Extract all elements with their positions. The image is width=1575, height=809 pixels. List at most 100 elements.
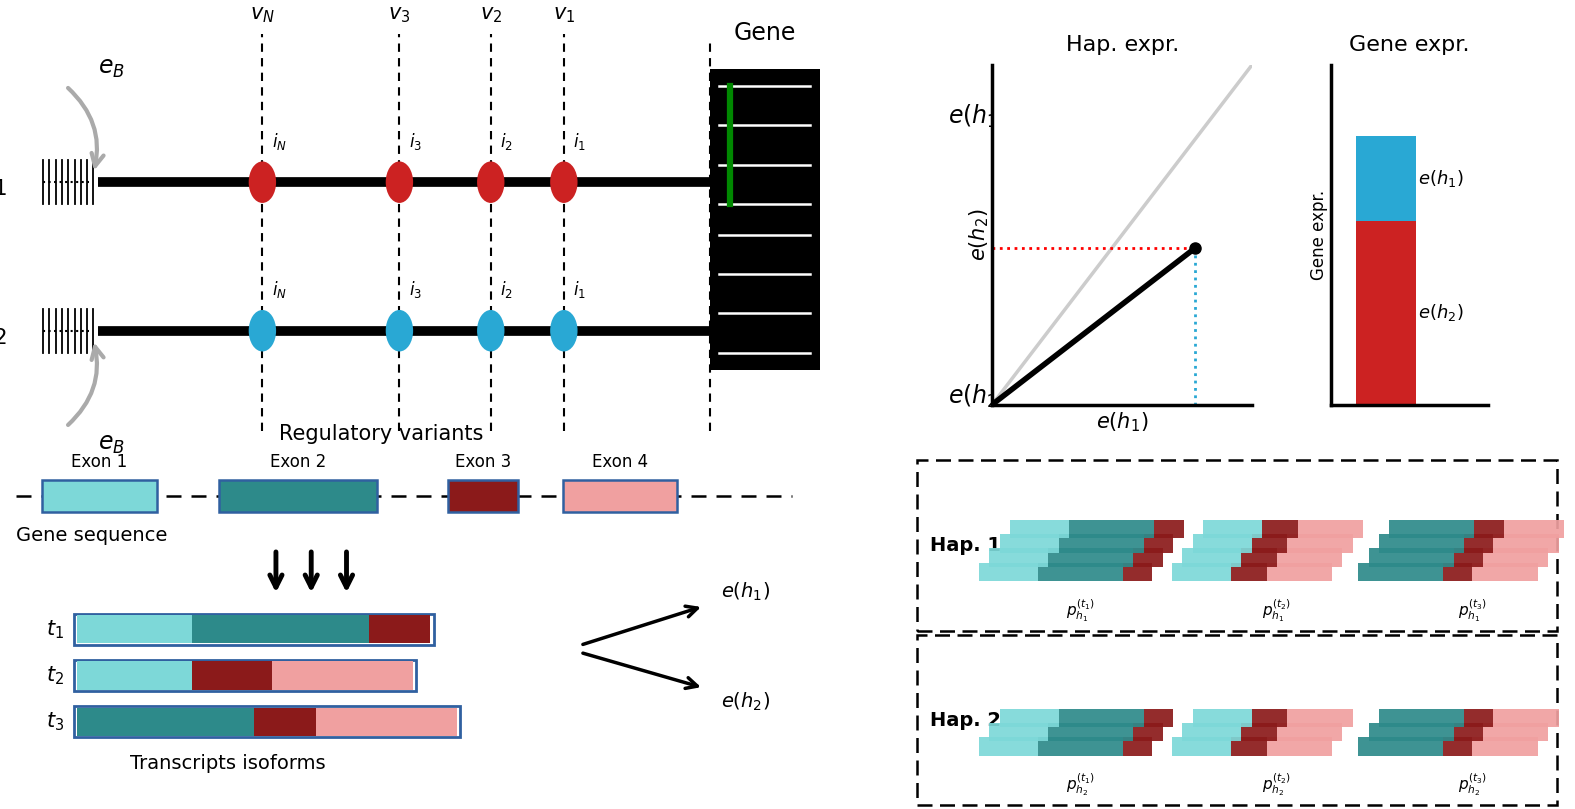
Y-axis label: Gene expr.: Gene expr. (1310, 189, 1328, 280)
Bar (1493, 709, 1559, 727)
Bar (1123, 737, 1153, 756)
Bar (1287, 534, 1353, 553)
Text: Exon 3: Exon 3 (455, 453, 512, 471)
Bar (1287, 709, 1353, 727)
Bar (1484, 723, 1548, 741)
Bar (1277, 723, 1342, 741)
Bar (192, 615, 369, 643)
Text: $p_{h_2}^{(t_2)}$: $p_{h_2}^{(t_2)}$ (1262, 772, 1292, 798)
Text: Exon 1: Exon 1 (71, 453, 128, 471)
Bar (192, 661, 271, 690)
Text: Exon 2: Exon 2 (269, 453, 326, 471)
Bar (1192, 534, 1252, 553)
Bar (315, 708, 457, 736)
Bar (1493, 534, 1559, 553)
Text: $p_{h_1}^{(t_2)}$: $p_{h_1}^{(t_2)}$ (1262, 597, 1292, 624)
Text: $i_3$: $i_3$ (408, 279, 422, 300)
Bar (1123, 563, 1153, 581)
Bar (1058, 534, 1143, 553)
Bar (1484, 549, 1548, 567)
Bar (1356, 221, 1416, 404)
Text: $i_N$: $i_N$ (271, 279, 287, 300)
Bar (77, 615, 192, 643)
Bar (1473, 737, 1537, 756)
Bar (1389, 520, 1474, 539)
Bar (77, 708, 254, 736)
Bar (219, 480, 378, 512)
Bar (1298, 520, 1364, 539)
Bar (1172, 737, 1230, 756)
Text: $v_N$: $v_N$ (250, 6, 276, 25)
Text: $i_1$: $i_1$ (573, 279, 586, 300)
Ellipse shape (249, 310, 276, 351)
Text: $h_2$: $h_2$ (0, 315, 6, 347)
Bar (1262, 520, 1298, 539)
Bar (1356, 136, 1416, 221)
Bar (1465, 709, 1493, 727)
Ellipse shape (249, 162, 276, 203)
Bar (1443, 563, 1473, 581)
Bar (1058, 709, 1143, 727)
Text: Gene: Gene (734, 20, 795, 44)
Text: $e(h_2)$: $e(h_2)$ (721, 691, 770, 714)
Bar (1474, 520, 1504, 539)
Text: Gene sequence: Gene sequence (16, 526, 167, 545)
Bar (1252, 534, 1287, 553)
Text: Exon 4: Exon 4 (592, 453, 647, 471)
Title: Gene expr.: Gene expr. (1350, 35, 1469, 55)
Ellipse shape (477, 310, 504, 351)
Bar (1266, 737, 1332, 756)
Text: $p_{h_1}^{(t_1)}$: $p_{h_1}^{(t_1)}$ (1066, 597, 1095, 624)
Bar (1172, 563, 1230, 581)
Bar (369, 615, 430, 643)
Bar (1504, 520, 1569, 539)
Text: Hap. 2: Hap. 2 (929, 710, 1002, 730)
Bar (1241, 549, 1277, 567)
Bar (77, 661, 192, 690)
Bar (710, 69, 819, 222)
Text: $t_1$: $t_1$ (46, 618, 65, 641)
Bar (254, 708, 315, 736)
Text: Hap. 1: Hap. 1 (929, 536, 1002, 555)
Bar (74, 660, 416, 691)
Bar (74, 706, 460, 738)
Bar (1266, 563, 1332, 581)
Text: $v_1$: $v_1$ (553, 6, 575, 25)
Bar (980, 563, 1038, 581)
Text: $e(h_1)$: $e(h_1)$ (948, 103, 1006, 130)
Bar (917, 634, 1558, 806)
Bar (1454, 723, 1484, 741)
Text: $i_3$: $i_3$ (408, 130, 422, 151)
Bar (1000, 709, 1058, 727)
Text: $p_{h_1}^{(t_3)}$: $p_{h_1}^{(t_3)}$ (1458, 597, 1487, 624)
Bar (1277, 549, 1342, 567)
Text: $p_{h_2}^{(t_1)}$: $p_{h_2}^{(t_1)}$ (1066, 772, 1095, 798)
Bar (1369, 549, 1454, 567)
Bar (1049, 723, 1134, 741)
Text: $e(h_2)$: $e(h_2)$ (948, 383, 1006, 410)
Bar (1380, 534, 1465, 553)
Ellipse shape (550, 162, 578, 203)
Title: Hap. expr.: Hap. expr. (1066, 35, 1178, 55)
Bar (1369, 723, 1454, 741)
Text: $i_1$: $i_1$ (573, 130, 586, 151)
Bar (917, 460, 1558, 631)
Text: $e(h_1)$: $e(h_1)$ (1418, 168, 1463, 189)
Bar (1230, 563, 1266, 581)
X-axis label: $e(h_1)$: $e(h_1)$ (1096, 410, 1148, 434)
Text: $p_{h_2}^{(t_3)}$: $p_{h_2}^{(t_3)}$ (1458, 772, 1487, 798)
Bar (1154, 520, 1183, 539)
Bar (1241, 723, 1277, 741)
Bar (1183, 549, 1241, 567)
Bar (1038, 563, 1123, 581)
Text: $e_B$: $e_B$ (98, 433, 124, 455)
Bar (1000, 534, 1058, 553)
Text: $h_1$: $h_1$ (0, 166, 6, 198)
Bar (1230, 737, 1266, 756)
Bar (1358, 563, 1443, 581)
Text: $t_3$: $t_3$ (46, 710, 65, 733)
Y-axis label: $e(h_2)$: $e(h_2)$ (967, 209, 991, 260)
Ellipse shape (550, 310, 578, 351)
Text: $v_3$: $v_3$ (387, 6, 411, 25)
Bar (43, 480, 158, 512)
